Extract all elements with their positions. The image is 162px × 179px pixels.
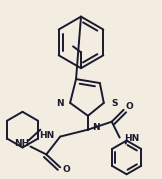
Text: O: O: [62, 165, 70, 174]
Text: NH: NH: [14, 139, 29, 148]
Text: N: N: [92, 123, 99, 132]
Text: S: S: [111, 99, 118, 108]
Text: HN: HN: [124, 134, 139, 143]
Text: HN: HN: [39, 131, 54, 140]
Text: N: N: [56, 99, 64, 108]
Text: O: O: [126, 102, 133, 111]
